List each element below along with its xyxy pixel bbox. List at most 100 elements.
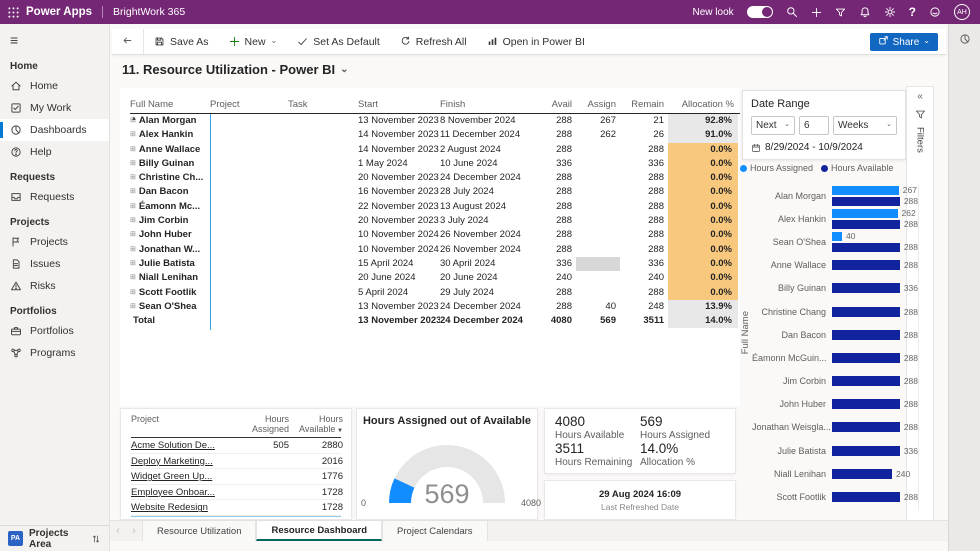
column-header-hours-assigned[interactable]: Hours Assigned (251, 414, 289, 434)
project-link[interactable]: Acme Solution De... (131, 440, 215, 451)
count-input[interactable] (799, 116, 829, 135)
app-launcher-icon[interactable] (0, 6, 26, 18)
bar-hours-assigned[interactable] (832, 208, 898, 218)
feedback-icon[interactable] (929, 6, 941, 18)
expand-icon[interactable]: ⊞ (130, 288, 136, 296)
table-row[interactable]: ⊞ Alex Hankin 14 November 2023 11 December … (130, 128, 740, 143)
table-row[interactable]: Deploy Marketing... 2016 (131, 454, 343, 470)
column-header-project[interactable]: Project (210, 99, 240, 110)
project-link[interactable]: Website Redesign (131, 502, 208, 514)
bar-hours-available[interactable] (832, 445, 900, 456)
sidebar-item-my-work[interactable]: My Work (0, 97, 109, 119)
sidebar-item-home[interactable]: Home (0, 75, 109, 97)
help-icon[interactable]: ? (908, 5, 916, 19)
expand-filters-icon[interactable]: « (917, 91, 923, 102)
bar-hours-available[interactable] (832, 306, 900, 317)
expand-icon[interactable]: ⊞ (130, 117, 136, 124)
bar-hours-available[interactable] (832, 329, 900, 340)
expand-icon[interactable]: ⊞ (130, 188, 136, 196)
unit-dropdown[interactable]: Weeks ⌄ (833, 116, 897, 135)
expand-icon[interactable]: ⊞ (130, 131, 136, 139)
back-button[interactable] (112, 29, 144, 54)
expand-icon[interactable]: ⊞ (130, 174, 136, 182)
bar-hours-available[interactable] (832, 468, 892, 479)
tab-resource-dashboard[interactable]: Resource Dashboard (256, 521, 383, 541)
add-icon[interactable] (811, 7, 822, 18)
table-row[interactable]: Website Redesign 1728 (131, 500, 343, 516)
table-row[interactable]: ⊞ Scott Footlik 5 April 2024 29 July 2024 28… (130, 285, 740, 300)
table-row[interactable]: Acme Solution De... 505 2880 (131, 438, 343, 454)
bar-hours-assigned[interactable] (832, 185, 899, 195)
expand-icon[interactable]: ⊞ (130, 245, 136, 253)
sidebar-item-programs[interactable]: Programs (0, 342, 109, 364)
expand-icon[interactable]: ⊞ (130, 274, 136, 282)
table-row[interactable]: Total 13 November 2023 24 December 2024 408… (130, 314, 740, 329)
bar-hours-available[interactable] (832, 196, 900, 206)
table-row[interactable]: ⊞ Sean O'Shea 13 November 2023 24 December … (130, 299, 740, 315)
avatar[interactable]: AH (954, 4, 970, 20)
tabs-previous-icon[interactable]: ‹ (116, 525, 120, 537)
table-row[interactable]: ⊞ Christine Ch... 20 November 2023 24 Decem… (130, 171, 740, 186)
dashboard-selector-chevron-icon[interactable]: ⌄ (340, 63, 349, 75)
expand-icon[interactable]: ⊞ (130, 202, 136, 210)
sidebar-item-projects[interactable]: Projects (0, 231, 109, 253)
filter-funnel-icon[interactable] (915, 109, 926, 120)
tab-project-calendars[interactable]: Project Calendars (382, 521, 488, 541)
environment-switcher[interactable]: PA Projects Area (0, 525, 109, 551)
refresh-all-button[interactable]: Refresh All (390, 29, 477, 54)
column-header-project[interactable]: Project (131, 414, 160, 424)
expand-icon[interactable]: ⊞ (130, 159, 136, 167)
notifications-icon[interactable] (859, 6, 871, 18)
set-as-default-button[interactable]: Set As Default (287, 29, 390, 54)
table-row[interactable]: ⊞ Billy Guinan 1 May 2024 10 June 2024 336 33… (130, 156, 740, 172)
column-header-assign[interactable]: Assign (587, 99, 616, 110)
new-button[interactable]: New ⌄ (219, 29, 288, 54)
bar-hours-available[interactable] (832, 260, 900, 271)
table-row[interactable]: ⊞ Dan Bacon 16 November 2023 28 July 2024 28… (130, 185, 740, 200)
column-header-remain[interactable]: Remain (631, 99, 664, 110)
side-pane-toggle-icon[interactable] (959, 32, 971, 48)
expand-icon[interactable]: ⊞ (130, 259, 136, 267)
column-header-task[interactable]: Task (288, 99, 308, 110)
sidebar-item-requests[interactable]: Requests (0, 186, 109, 208)
settings-gear-icon[interactable] (884, 6, 896, 18)
save-as-button[interactable]: Save As (144, 29, 219, 54)
table-row[interactable]: ⊞ Julie Batista 15 April 2024 30 April 2024… (130, 256, 740, 272)
table-row[interactable]: ⊞ John Huber 10 November 2024 26 November 2… (130, 228, 740, 243)
expand-icon[interactable]: ⊞ (130, 302, 136, 310)
column-header-full-name[interactable]: Full Name ▲ (130, 99, 174, 122)
table-row[interactable]: Employee Onboar... 1728 (131, 485, 343, 501)
column-header-hours-available[interactable]: Hours Available ▼ (299, 414, 343, 434)
sidebar-item-dashboards[interactable]: Dashboards (0, 119, 109, 141)
column-header-allocation[interactable]: Allocation % (681, 99, 734, 110)
sidebar-item-risks[interactable]: Risks (0, 275, 109, 297)
table-row[interactable]: ⊞ Anne Wallace 14 November 2023 2 August 20… (130, 142, 740, 157)
hamburger-menu-icon[interactable]: ≡ (10, 32, 19, 48)
tab-resource-utilization[interactable]: Resource Utilization (142, 521, 257, 541)
project-link[interactable]: Employee Onboar... (131, 486, 215, 498)
project-link[interactable]: Widget Green Up... (131, 471, 213, 483)
open-in-power-bi-button[interactable]: Open in Power BI (477, 29, 595, 54)
sidebar-item-portfolios[interactable]: Portfolios (0, 320, 109, 342)
column-header-start[interactable]: Start (358, 99, 379, 110)
bar-hours-available[interactable] (832, 422, 900, 433)
table-row[interactable]: ⊞ Jonathan W... 10 November 2024 26 Novembe… (130, 242, 740, 257)
bar-hours-available[interactable] (832, 492, 900, 503)
table-row[interactable]: Total5694080 (131, 515, 343, 519)
table-row[interactable]: ⊞ Niall Lenihan 20 June 2024 20 June 2024 24… (130, 271, 740, 286)
expand-icon[interactable]: ⊞ (130, 217, 136, 225)
expand-icon[interactable]: ⊞ (130, 145, 136, 153)
sidebar-item-help[interactable]: Help (0, 141, 109, 163)
table-row[interactable]: ⊞ Éamonn Mc... 22 November 2023 13 August 2… (130, 199, 740, 215)
bar-hours-available[interactable] (832, 352, 900, 363)
search-icon[interactable] (786, 6, 798, 18)
bar-hours-available[interactable] (832, 376, 900, 387)
legend-item-hours-assigned[interactable]: Hours Assigned (740, 163, 813, 173)
sidebar-item-issues[interactable]: Issues (0, 253, 109, 275)
column-header-finish[interactable]: Finish (440, 99, 466, 110)
expand-icon[interactable]: ⊞ (130, 231, 136, 239)
bar-hours-available[interactable] (832, 219, 900, 229)
share-button[interactable]: Share ⌄ (869, 33, 938, 51)
bar-hours-available[interactable] (832, 283, 900, 294)
tabs-next-icon[interactable]: › (132, 525, 136, 537)
